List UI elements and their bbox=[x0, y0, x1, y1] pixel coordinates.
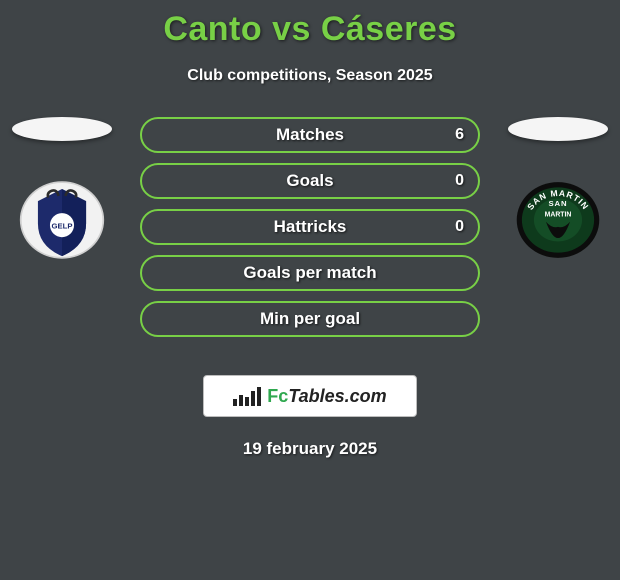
brand-text: FcTables.com bbox=[267, 386, 386, 407]
brand-suffix: Tables.com bbox=[288, 386, 386, 406]
player-left-column: GELP bbox=[2, 117, 122, 263]
stat-label: Matches bbox=[276, 125, 344, 145]
shield-icon: SAN MARTIN SAN MARTIN bbox=[510, 177, 606, 263]
player-left-photo bbox=[12, 117, 112, 141]
root: Canto vs Cáseres Club competitions, Seas… bbox=[0, 0, 620, 459]
stat-row-matches: Matches 6 bbox=[140, 117, 480, 153]
stat-label: Min per goal bbox=[260, 309, 360, 329]
stat-row-goals: Goals 0 bbox=[140, 163, 480, 199]
content-row: GELP SAN MARTIN SAN bbox=[0, 117, 620, 357]
player-right-column: SAN MARTIN SAN MARTIN bbox=[498, 117, 618, 263]
brand-prefix: Fc bbox=[267, 386, 288, 406]
svg-text:GELP: GELP bbox=[51, 222, 72, 231]
club-right-badge: SAN MARTIN SAN MARTIN bbox=[510, 177, 606, 263]
stat-label: Goals per match bbox=[243, 263, 376, 283]
bar-chart-icon bbox=[233, 387, 261, 406]
stat-row-min-per-goal: Min per goal bbox=[140, 301, 480, 337]
stat-right-value: 0 bbox=[455, 218, 464, 236]
date-text: 19 february 2025 bbox=[0, 439, 620, 459]
shield-icon: GELP bbox=[14, 177, 110, 263]
brand-link[interactable]: FcTables.com bbox=[203, 375, 417, 417]
club-left-badge: GELP bbox=[14, 177, 110, 263]
stat-row-goals-per-match: Goals per match bbox=[140, 255, 480, 291]
stat-label: Hattricks bbox=[274, 217, 347, 237]
stat-right-value: 6 bbox=[455, 126, 464, 144]
stat-right-value: 0 bbox=[455, 172, 464, 190]
stat-row-hattricks: Hattricks 0 bbox=[140, 209, 480, 245]
svg-text:SAN: SAN bbox=[549, 199, 568, 208]
subtitle: Club competitions, Season 2025 bbox=[0, 67, 620, 85]
player-right-photo bbox=[508, 117, 608, 141]
page-title: Canto vs Cáseres bbox=[0, 0, 620, 49]
stats-list: Matches 6 Goals 0 Hattricks 0 Goals per … bbox=[140, 117, 480, 337]
svg-text:MARTIN: MARTIN bbox=[545, 212, 572, 219]
stat-label: Goals bbox=[286, 171, 333, 191]
